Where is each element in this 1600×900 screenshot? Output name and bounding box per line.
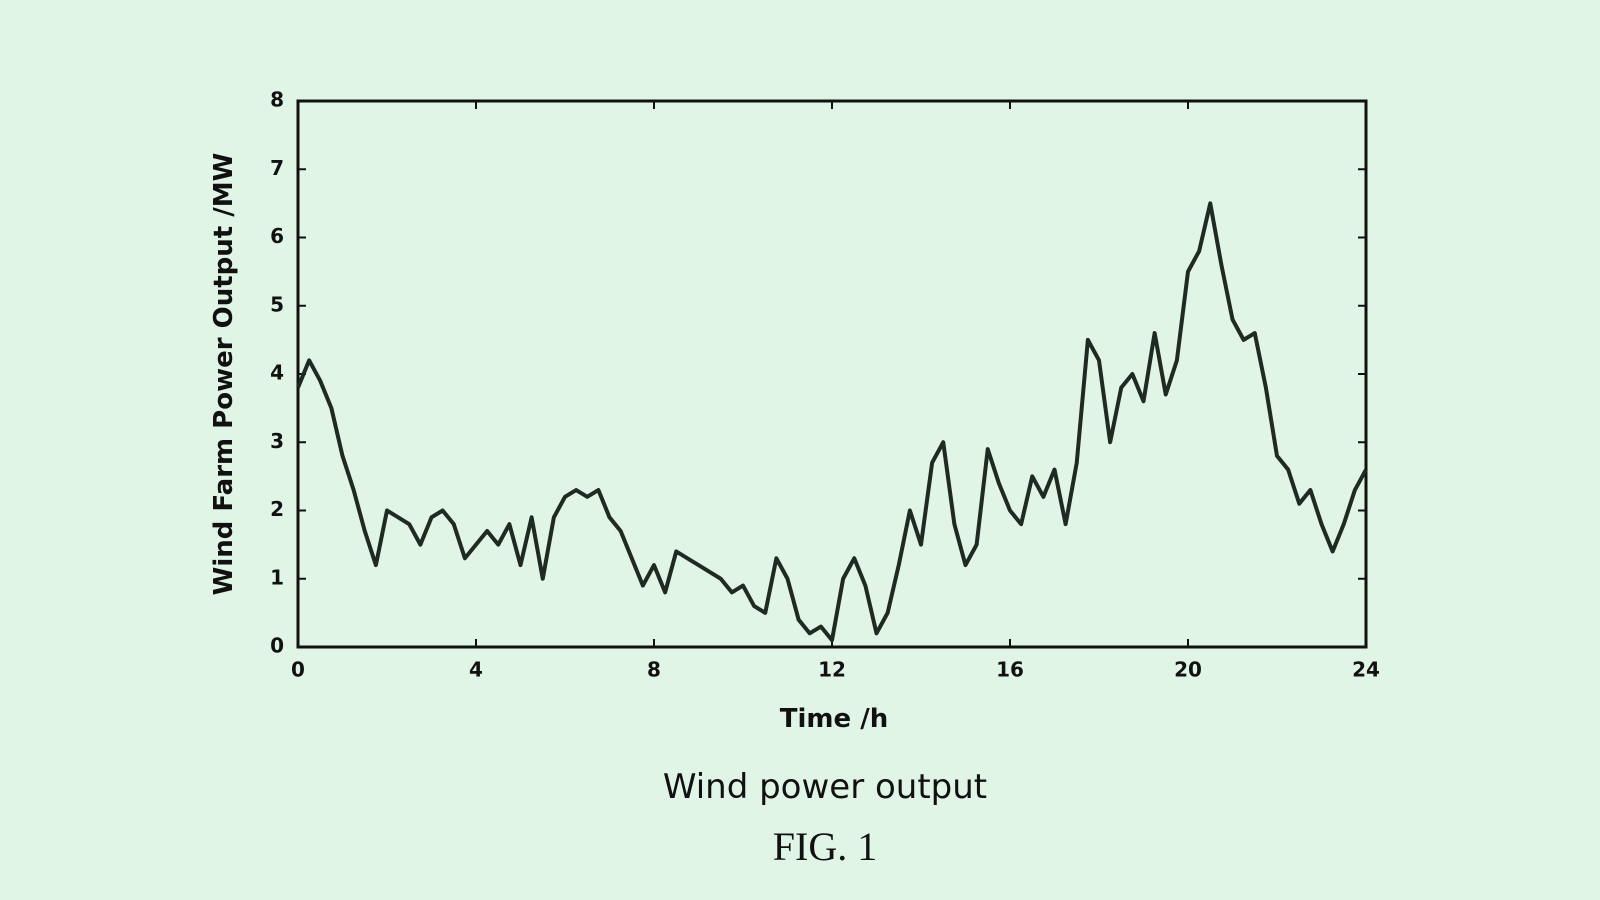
x-tick-label: 12 (818, 658, 846, 682)
caption: Wind power output (663, 767, 987, 807)
figure-label: FIG. 1 (773, 824, 877, 869)
y-tick-label: 7 (270, 156, 284, 180)
y-tick-label: 0 (270, 634, 284, 658)
x-tick-label: 4 (469, 658, 483, 682)
x-axis-label: Time /h (780, 704, 888, 734)
x-tick-label: 24 (1352, 658, 1380, 682)
y-tick-label: 3 (270, 429, 284, 453)
y-tick-label: 5 (270, 292, 284, 316)
y-tick-label: 4 (270, 361, 284, 385)
data-line (296, 201, 1368, 643)
y-axis-label: Wind Farm Power Output /MW (209, 153, 239, 596)
y-tick-label: 6 (270, 224, 284, 248)
y-tick-label: 2 (270, 497, 284, 521)
plot-frame (296, 99, 1368, 649)
y-tick-label: 1 (270, 565, 284, 589)
y-tick-label: 8 (270, 88, 284, 112)
x-tick-label: 16 (996, 658, 1024, 682)
x-tick-label: 20 (1174, 658, 1202, 682)
x-tick-label: 8 (647, 658, 661, 682)
x-tick-label: 0 (291, 658, 305, 682)
